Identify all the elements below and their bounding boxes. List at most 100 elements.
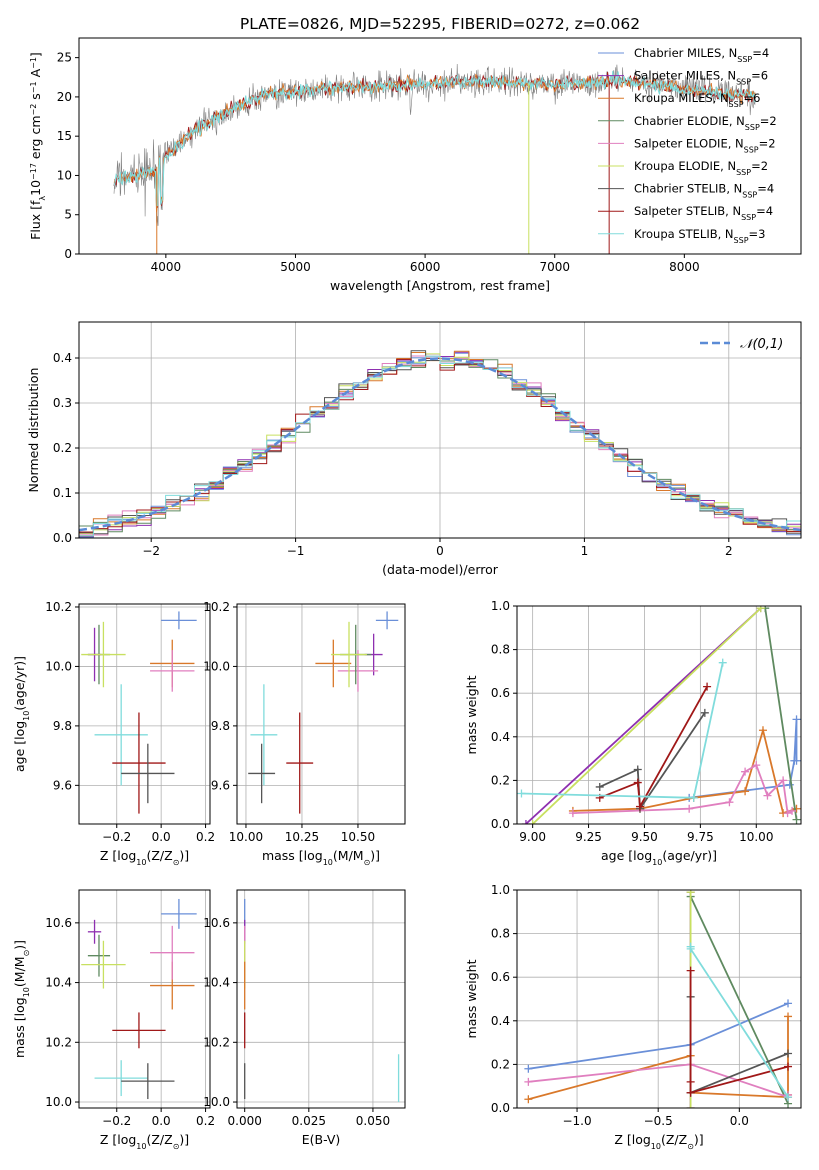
weight-marker: [792, 715, 801, 724]
errorbar-km: [315, 639, 352, 688]
weight-marker: [741, 767, 750, 776]
x-axis-label: Z [log10(Z/Z⊙)]: [614, 1132, 703, 1151]
weight-marker: [568, 809, 577, 818]
figure-title: PLATE=0826, MJD=52295, FIBERID=0272, z=0…: [240, 15, 640, 33]
axes-spectrum: 4000 5000 6000 7000 8000 0 5 10 15 20 25 wavelength…: [28, 51, 700, 293]
weight-series-ke: [528, 606, 765, 824]
weight-marker: [635, 802, 644, 811]
x-tick-label: 10.50: [341, 830, 375, 844]
y-tick-label: 0.8: [491, 927, 510, 941]
errorbar-ke: [81, 940, 126, 989]
weight-marker: [785, 780, 794, 789]
y-tick-label: 0.0: [53, 531, 72, 545]
y-tick-label: 10.0: [203, 1095, 230, 1109]
weight-marker: [686, 966, 695, 975]
weight-series-ce: [761, 606, 801, 824]
legend-label-cs: Chabrier STELIB, NSSP=4: [634, 182, 774, 200]
weight-marker: [528, 820, 537, 824]
legend-label-ce: Chabrier ELODIE, NSSP=2: [634, 114, 777, 132]
errorbar-se: [150, 925, 195, 980]
y-tick-label: 0.3: [53, 396, 72, 410]
legend-label-ke: Kroupa ELODIE, NSSP=2: [634, 159, 768, 177]
x-tick-label: −1: [287, 544, 305, 558]
y-tick-label: 1.0: [491, 599, 510, 613]
weight-marker: [521, 820, 530, 824]
weight-marker: [763, 791, 772, 800]
weight-series-se: [568, 761, 797, 818]
axes-mass_vs_EBV: 0.000 0.025 0.050 10.0 10.2 10.4 10.6 E(B-V): [203, 890, 405, 1147]
legend-label-normal: 𝒩(0,1): [740, 337, 783, 352]
errorbar-se: [150, 650, 195, 692]
legend-label-km: Kroupa MILES, NSSP=6: [634, 91, 760, 109]
x-axis-label: Z [log10(Z/Z⊙)]: [100, 1132, 189, 1151]
y-tick-label: 0.0: [491, 817, 510, 831]
errorbar-ss: [112, 712, 166, 814]
weight-line: [689, 970, 789, 1094]
x-tick-label: −0.5: [644, 1114, 673, 1128]
y-axis-label: Normed distribution: [26, 368, 41, 493]
errorbar-sm: [87, 919, 102, 944]
y-tick-label: 10.2: [45, 1035, 72, 1049]
x-axis-label: E(B-V): [302, 1132, 341, 1147]
y-tick-label: 10.2: [45, 600, 72, 614]
y-tick-label: 0.6: [491, 970, 510, 984]
x-tick-label: 0.2: [196, 830, 215, 844]
histogram-frame: [78, 321, 802, 539]
x-tick-label: −2: [142, 544, 160, 558]
weight-marker: [718, 658, 727, 667]
y-tick-label: 0.0: [491, 1101, 510, 1115]
weight-line: [532, 607, 762, 824]
weight-marker: [784, 1093, 793, 1102]
weight-marker: [700, 708, 709, 717]
y-tick-label: 10.0: [203, 659, 230, 673]
y-axis-label: mass [log10(M/M⊙)]: [12, 940, 31, 1058]
weight-series-ss: [686, 966, 793, 1097]
weight-line: [528, 1016, 789, 1101]
weight-marker: [784, 999, 793, 1008]
errorbar-cs: [248, 743, 276, 804]
y-tick-label: 0.4: [491, 1014, 510, 1028]
weight-marker: [517, 789, 526, 798]
weight-marker: [792, 756, 801, 765]
weight-marker: [703, 682, 712, 691]
errorbar-cm: [375, 611, 399, 630]
model-spectrum-ks: [113, 70, 756, 207]
x-axis-label: mass [log10(M/M⊙)]: [262, 848, 380, 867]
weight-marker: [686, 1088, 695, 1097]
x-tick-label: 0.0: [152, 1114, 171, 1128]
y-tick-label: 9.8: [211, 719, 230, 733]
age_vs_mass-frame: [236, 603, 406, 825]
x-tick-label: 7000: [539, 260, 570, 274]
x-tick-label: 0: [436, 544, 444, 558]
x-tick-label: 0.025: [292, 1114, 326, 1128]
weight-marker: [758, 726, 767, 735]
x-tick-label: 1: [581, 544, 589, 558]
y-tick-label: 1.0: [491, 883, 510, 897]
weight-marker: [524, 1095, 533, 1104]
errorbar-ks: [94, 684, 148, 786]
y-tick-label: 0.2: [491, 1057, 510, 1071]
spectrum-frame: [78, 37, 802, 255]
y-tick-label: 0.2: [53, 441, 72, 455]
x-tick-label: −1.0: [562, 1114, 591, 1128]
y-tick-label: 10.4: [45, 976, 72, 990]
weight-line: [764, 608, 798, 820]
y-tick-label: 10.0: [45, 1095, 72, 1109]
legend-label-cm: Chabrier MILES, NSSP=4: [634, 46, 769, 64]
y-axis-label: mass weight: [464, 675, 479, 754]
x-tick-label: 5000: [280, 260, 311, 274]
errorbar-ke: [331, 621, 367, 688]
x-tick-label: 9.00: [519, 830, 546, 844]
x-tick-label: 6000: [410, 260, 441, 274]
y-tick-label: 10.4: [203, 976, 230, 990]
x-tick-label: 0.2: [196, 1114, 215, 1128]
weight-series-km: [568, 726, 801, 818]
y-tick-label: 25: [57, 51, 72, 65]
y-axis-label: mass weight: [464, 959, 479, 1038]
weight-marker: [686, 890, 695, 897]
weight-marker: [784, 1012, 793, 1021]
y-axis-label: age [log10(age/yr)]: [12, 656, 31, 772]
weight-marker: [595, 782, 604, 791]
legend-label-ss: Salpeter STELIB, NSSP=4: [634, 204, 773, 222]
weight-marker: [756, 606, 765, 613]
